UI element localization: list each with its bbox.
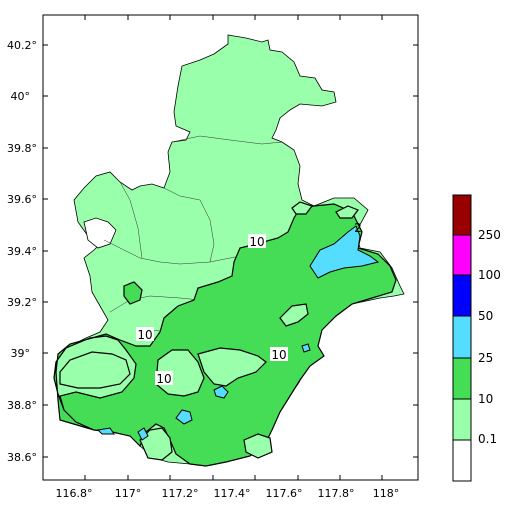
y-tick-label: 39° [11, 347, 31, 360]
y-tick-label: 40° [11, 90, 31, 103]
contour-labels: 10 10 10 10 2 [136, 221, 362, 386]
x-axis-ticks [84, 15, 383, 480]
legend-swatch-250-plus [452, 194, 472, 236]
y-axis-ticks [43, 44, 418, 458]
legend-label: 100 [478, 268, 501, 282]
legend-label: 50 [478, 309, 493, 323]
y-tick-label: 40.2° [7, 39, 37, 52]
x-tick-label: 117.4° [214, 487, 251, 500]
x-tick-label: 116.8° [56, 487, 93, 500]
x-tick-label: 118° [373, 487, 400, 500]
y-tick-label: 39.6° [7, 193, 37, 206]
legend-label: 250 [478, 228, 501, 242]
legend-swatch-10-25 [452, 357, 472, 400]
legend-swatch-25-50 [452, 315, 472, 359]
legend-label: 0.1 [478, 432, 497, 446]
contour-label: 2 [354, 221, 362, 235]
legend-colorbar [452, 194, 472, 482]
x-tick-label: 117.6° [266, 487, 303, 500]
legend-label: 10 [478, 392, 493, 406]
y-tick-label: 39.8° [7, 142, 37, 155]
contour-label: 10 [156, 372, 171, 386]
y-tick-label: 39.2° [7, 296, 37, 309]
contour-label: 10 [271, 348, 286, 362]
y-tick-label: 38.6° [7, 451, 37, 464]
legend-labels: 0.1 10 25 50 100 250 [478, 228, 501, 446]
legend-label: 25 [478, 351, 493, 365]
region-cyan [96, 225, 380, 441]
y-tick-labels: 40.2° 40° 39.8° 39.6° 39.4° 39.2° 39° 38… [7, 39, 37, 464]
legend-swatch-0-0-1 [452, 439, 472, 482]
region-white-gap [83, 217, 117, 249]
region-medium-green [53, 203, 397, 467]
legend-swatch-0-1-10 [452, 398, 472, 441]
contour-label: 10 [249, 235, 264, 249]
x-tick-label: 117.2° [162, 487, 199, 500]
x-tick-label: 117° [115, 487, 142, 500]
legend-swatch-100-250 [452, 234, 472, 276]
y-tick-label: 39.4° [7, 245, 37, 258]
x-tick-labels: 116.8° 117° 117.2° 117.4° 117.6° 117.8° … [56, 487, 400, 500]
legend-swatch-50-100 [452, 274, 472, 317]
contour-label: 10 [137, 328, 152, 342]
x-tick-label: 117.8° [318, 487, 355, 500]
y-tick-label: 38.8° [7, 399, 37, 412]
